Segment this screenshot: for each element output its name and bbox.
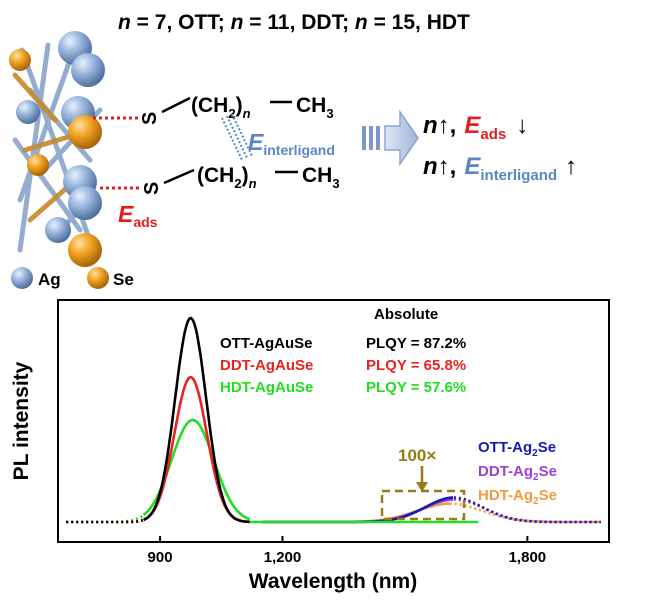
magnification-arrowhead (416, 482, 428, 492)
ag-atom (71, 53, 105, 87)
ag-atom (16, 100, 40, 124)
sulfur-top: S (139, 112, 161, 125)
ag-atom (45, 217, 71, 243)
x-axis-label: Wavelength (nm) (249, 570, 417, 593)
methyl-bottom: CH3 (302, 164, 340, 191)
hdt-agause-curve (142, 418, 251, 521)
se-atom (27, 154, 49, 176)
alkyl-chain-top: (CH2)n (191, 94, 251, 121)
plqy-ott: PLQY = 87.2% (366, 335, 466, 352)
y-axis-label: PL intensity (10, 361, 33, 480)
ag-atom (68, 186, 102, 220)
legend-hdt-agause: HDT-AgAuSe (220, 379, 313, 396)
bond (161, 96, 191, 114)
magnification-label: 100× (398, 446, 436, 465)
ott-agause-curve (143, 316, 250, 524)
trend-arrow (362, 109, 419, 167)
crystal-lattice (9, 31, 105, 267)
bond (163, 168, 195, 185)
se-atom (9, 49, 31, 71)
sulfur-bottom: S (141, 182, 163, 195)
x-axis-ticks: 900 1,200 1,800 (148, 536, 547, 566)
legend-hdt-ag2se: HDT-Ag2Se (478, 487, 557, 507)
trend-line-2: n↑, Einterligand ↑ (423, 153, 577, 184)
hdt-ag2se-curve (449, 502, 600, 524)
pl-curves (66, 316, 601, 524)
header-text: n = 7, OTT; n = 11, DDT; n = 15, HDT (118, 11, 470, 34)
plqy-hdt: PLQY = 57.6% (366, 379, 466, 396)
e-interligand-label: Einterligand (248, 129, 335, 158)
legend-ddt-ag2se: DDT-Ag2Se (478, 463, 557, 483)
x-tick-label: 1,200 (264, 549, 302, 566)
ott-ag2se-curve (453, 496, 601, 524)
se-atom (68, 115, 102, 149)
se-atom (68, 233, 102, 267)
legend-ag-label: Ag (38, 270, 61, 289)
legend-ddt-agause: DDT-AgAuSe (220, 357, 313, 374)
alkyl-chain-bottom: (CH2)n (197, 164, 257, 191)
legend-ott-ag2se: OTT-Ag2Se (478, 439, 556, 459)
methyl-top: CH3 (296, 94, 334, 121)
se-legend-icon (87, 267, 109, 289)
ag-legend-icon (11, 267, 33, 289)
trend-line-1: n↑, Eads ↓ (423, 112, 528, 143)
x-tick-label: 1,800 (509, 549, 547, 566)
hdt-ag2se-curve (262, 502, 450, 524)
e-ads-label: Eads (118, 201, 158, 230)
magnification-box (380, 489, 466, 521)
ddt-agause-curve (143, 375, 250, 524)
absolute-label: Absolute (374, 306, 438, 323)
chart-frame (57, 299, 610, 543)
legend-se-label: Se (113, 270, 134, 289)
legend-ott-agause: OTT-AgAuSe (220, 335, 313, 352)
plqy-ddt: PLQY = 65.8% (366, 357, 466, 374)
x-tick-label: 900 (148, 549, 173, 566)
